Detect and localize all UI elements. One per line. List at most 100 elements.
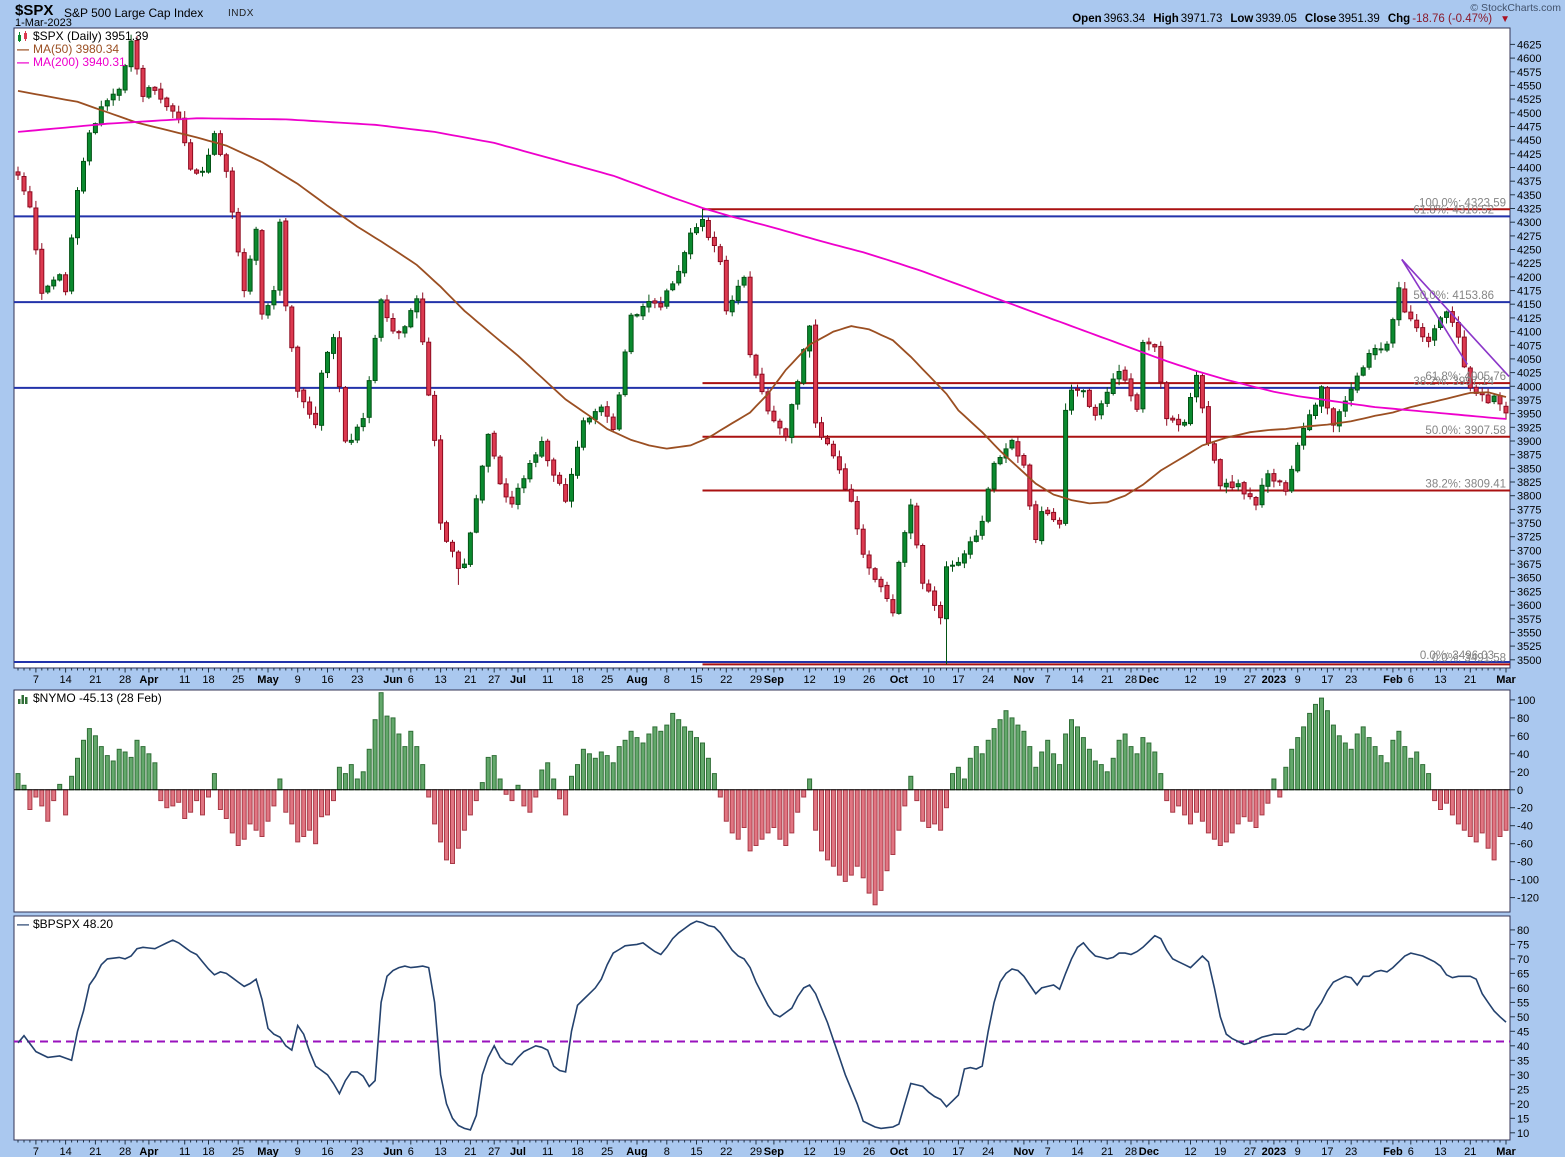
- svg-text:6: 6: [1408, 1146, 1414, 1157]
- svg-text:13: 13: [1434, 1146, 1446, 1157]
- svg-text:18: 18: [571, 674, 583, 686]
- svg-text:21: 21: [89, 674, 101, 686]
- svg-text:3650: 3650: [1517, 573, 1541, 585]
- svg-text:4300: 4300: [1517, 217, 1541, 229]
- svg-text:4575: 4575: [1517, 67, 1541, 79]
- svg-text:3550: 3550: [1517, 627, 1541, 639]
- svg-text:11: 11: [542, 1146, 553, 1157]
- svg-text:14: 14: [1071, 1146, 1083, 1157]
- svg-text:14: 14: [59, 674, 71, 686]
- svg-text:-80: -80: [1517, 857, 1533, 869]
- svg-text:15: 15: [1517, 1113, 1529, 1125]
- svg-text:4225: 4225: [1517, 258, 1541, 270]
- svg-text:21: 21: [464, 1146, 476, 1157]
- svg-text:Jun: Jun: [383, 1146, 403, 1157]
- svg-text:4050: 4050: [1517, 354, 1541, 366]
- svg-text:4550: 4550: [1517, 80, 1541, 92]
- high-value: 3971.73: [1180, 13, 1223, 25]
- svg-text:Aug: Aug: [626, 674, 647, 686]
- svg-text:50.0%: 4153.86: 50.0%: 4153.86: [1413, 290, 1494, 302]
- svg-text:3750: 3750: [1517, 518, 1541, 530]
- svg-text:4475: 4475: [1517, 122, 1541, 134]
- svg-text:25: 25: [232, 1146, 244, 1157]
- svg-text:61.8%: 4005.76: 61.8%: 4005.76: [1425, 371, 1506, 383]
- svg-text:18: 18: [571, 1146, 583, 1157]
- svg-text:10: 10: [1517, 1128, 1529, 1140]
- svg-text:3900: 3900: [1517, 436, 1541, 448]
- svg-text:Nov: Nov: [1014, 1146, 1036, 1157]
- svg-text:4625: 4625: [1517, 39, 1541, 51]
- svg-text:Feb: Feb: [1383, 1146, 1403, 1157]
- svg-text:-40: -40: [1517, 821, 1533, 833]
- svg-text:11: 11: [542, 674, 553, 686]
- svg-text:Jul: Jul: [510, 1146, 526, 1157]
- low-label: Low: [1230, 13, 1254, 25]
- bpspx-line-icon: —: [17, 917, 29, 931]
- svg-text:4175: 4175: [1517, 286, 1541, 298]
- svg-text:-60: -60: [1517, 839, 1533, 851]
- svg-text:25: 25: [601, 1146, 613, 1157]
- svg-text:27: 27: [488, 674, 500, 686]
- svg-text:3725: 3725: [1517, 532, 1541, 544]
- svg-text:Dec: Dec: [1139, 1146, 1159, 1157]
- svg-text:9: 9: [295, 1146, 301, 1157]
- svg-text:4200: 4200: [1517, 272, 1541, 284]
- histogram-icon: [18, 694, 28, 704]
- svg-text:10: 10: [923, 674, 935, 686]
- svg-text:75: 75: [1517, 939, 1529, 951]
- svg-text:8: 8: [664, 1146, 670, 1157]
- high-field: High 3971.73: [1153, 13, 1222, 25]
- svg-text:27: 27: [1244, 1146, 1256, 1157]
- svg-text:25: 25: [1517, 1084, 1529, 1096]
- svg-text:Mar: Mar: [1496, 1146, 1516, 1157]
- low-field: Low 3939.05: [1230, 13, 1297, 25]
- svg-text:Jun: Jun: [383, 674, 403, 686]
- chg-label: Chg: [1387, 13, 1411, 25]
- svg-text:26: 26: [863, 1146, 875, 1157]
- svg-text:7: 7: [1045, 1146, 1051, 1157]
- index-name: S&P 500 Large Cap Index: [64, 6, 204, 20]
- stockcharts-credit: © StockCharts.com: [1470, 2, 1561, 14]
- svg-text:19: 19: [1214, 674, 1226, 686]
- low-value: 3939.05: [1255, 13, 1297, 25]
- svg-text:4125: 4125: [1517, 313, 1541, 325]
- svg-text:12: 12: [1184, 1146, 1196, 1157]
- svg-text:-100: -100: [1517, 875, 1539, 887]
- open-value: 3963.34: [1103, 13, 1146, 25]
- svg-text:45: 45: [1517, 1026, 1529, 1038]
- svg-text:38.2%: 3809.41: 38.2%: 3809.41: [1425, 479, 1506, 491]
- svg-text:4375: 4375: [1517, 176, 1541, 188]
- svg-text:3775: 3775: [1517, 504, 1541, 516]
- svg-text:Apr: Apr: [139, 674, 159, 686]
- svg-text:4100: 4100: [1517, 327, 1541, 339]
- svg-text:Jul: Jul: [510, 674, 526, 686]
- ma200-legend-label: MA(200) 3940.31: [33, 55, 126, 69]
- svg-text:80: 80: [1517, 925, 1529, 937]
- svg-text:4325: 4325: [1517, 204, 1541, 216]
- candlestick-icon: [18, 30, 27, 42]
- svg-text:0: 0: [1517, 785, 1523, 797]
- svg-text:4525: 4525: [1517, 94, 1541, 106]
- svg-text:27: 27: [488, 1146, 500, 1157]
- svg-text:14: 14: [59, 1146, 71, 1157]
- bpspx-legend: — $BPSPX 48.20: [17, 918, 113, 931]
- svg-text:6: 6: [1408, 674, 1414, 686]
- svg-text:17: 17: [1321, 1146, 1333, 1157]
- svg-text:20: 20: [1517, 1099, 1529, 1111]
- svg-text:3925: 3925: [1517, 422, 1541, 434]
- close-label: Close: [1304, 13, 1337, 25]
- svg-text:0.0%: 3491.58: 0.0%: 3491.58: [1432, 652, 1506, 664]
- svg-text:-120: -120: [1517, 893, 1539, 905]
- svg-text:2023: 2023: [1262, 1146, 1286, 1157]
- svg-text:3800: 3800: [1517, 491, 1541, 503]
- svg-text:17: 17: [952, 1146, 964, 1157]
- svg-text:13: 13: [1434, 674, 1446, 686]
- svg-text:Mar: Mar: [1496, 674, 1516, 686]
- svg-text:27: 27: [1244, 674, 1256, 686]
- svg-text:55: 55: [1517, 997, 1529, 1009]
- svg-text:3875: 3875: [1517, 450, 1541, 462]
- svg-text:3525: 3525: [1517, 641, 1541, 653]
- main-chart-legend: $SPX (Daily) 3951.39 — MA(50) 3980.34 — …: [17, 30, 148, 69]
- svg-text:24: 24: [982, 674, 994, 686]
